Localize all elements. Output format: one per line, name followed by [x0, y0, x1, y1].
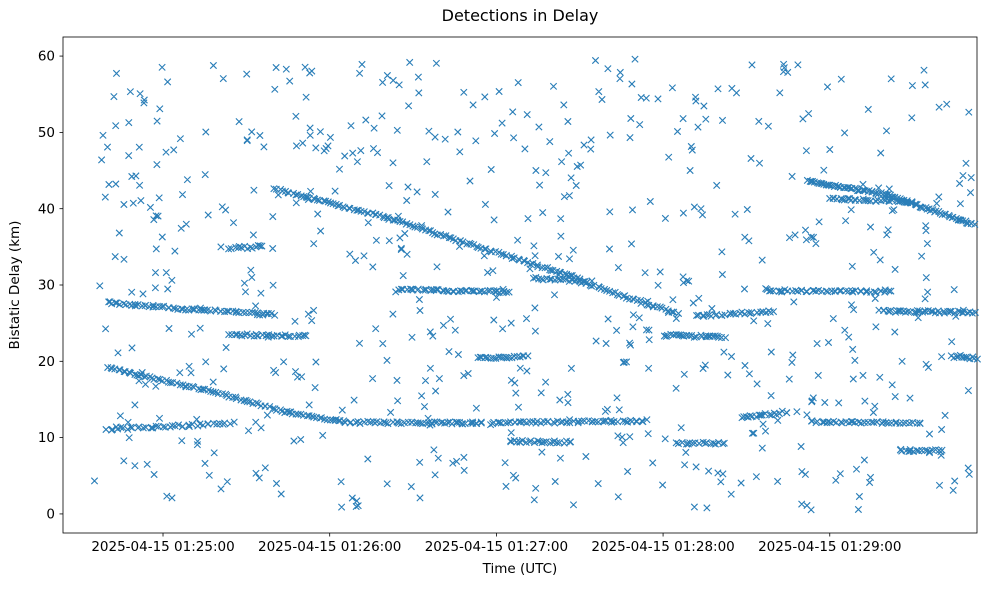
plot-frame: [62, 36, 978, 534]
y-tick-label: 30: [38, 278, 55, 294]
chart-title: Detections in Delay: [441, 6, 599, 25]
x-tick-label: 2025-04-15 01:29:00: [758, 539, 901, 555]
x-tick-label: 2025-04-15 01:26:00: [258, 539, 401, 555]
scatter-points: [90, 55, 981, 514]
y-tick-label: 50: [38, 125, 55, 141]
x-tick-label: 2025-04-15 01:27:00: [425, 539, 568, 555]
y-tick-label: 60: [38, 49, 55, 65]
x-tick-label: 2025-04-15 01:25:00: [91, 539, 234, 555]
y-tick-label: 10: [38, 430, 55, 446]
x-axis-label: Time (UTC): [482, 561, 558, 577]
x-tick-label: 2025-04-15 01:28:00: [591, 539, 734, 555]
y-tick-label: 40: [38, 201, 55, 217]
x-axis-ticks: 2025-04-15 01:25:00 2025-04-15 01:26:00 20…: [91, 533, 901, 555]
y-tick-label: 0: [46, 507, 55, 523]
y-tick-label: 20: [38, 354, 55, 370]
y-axis-ticks: 0 10 20 30 40 50 60: [38, 49, 63, 523]
